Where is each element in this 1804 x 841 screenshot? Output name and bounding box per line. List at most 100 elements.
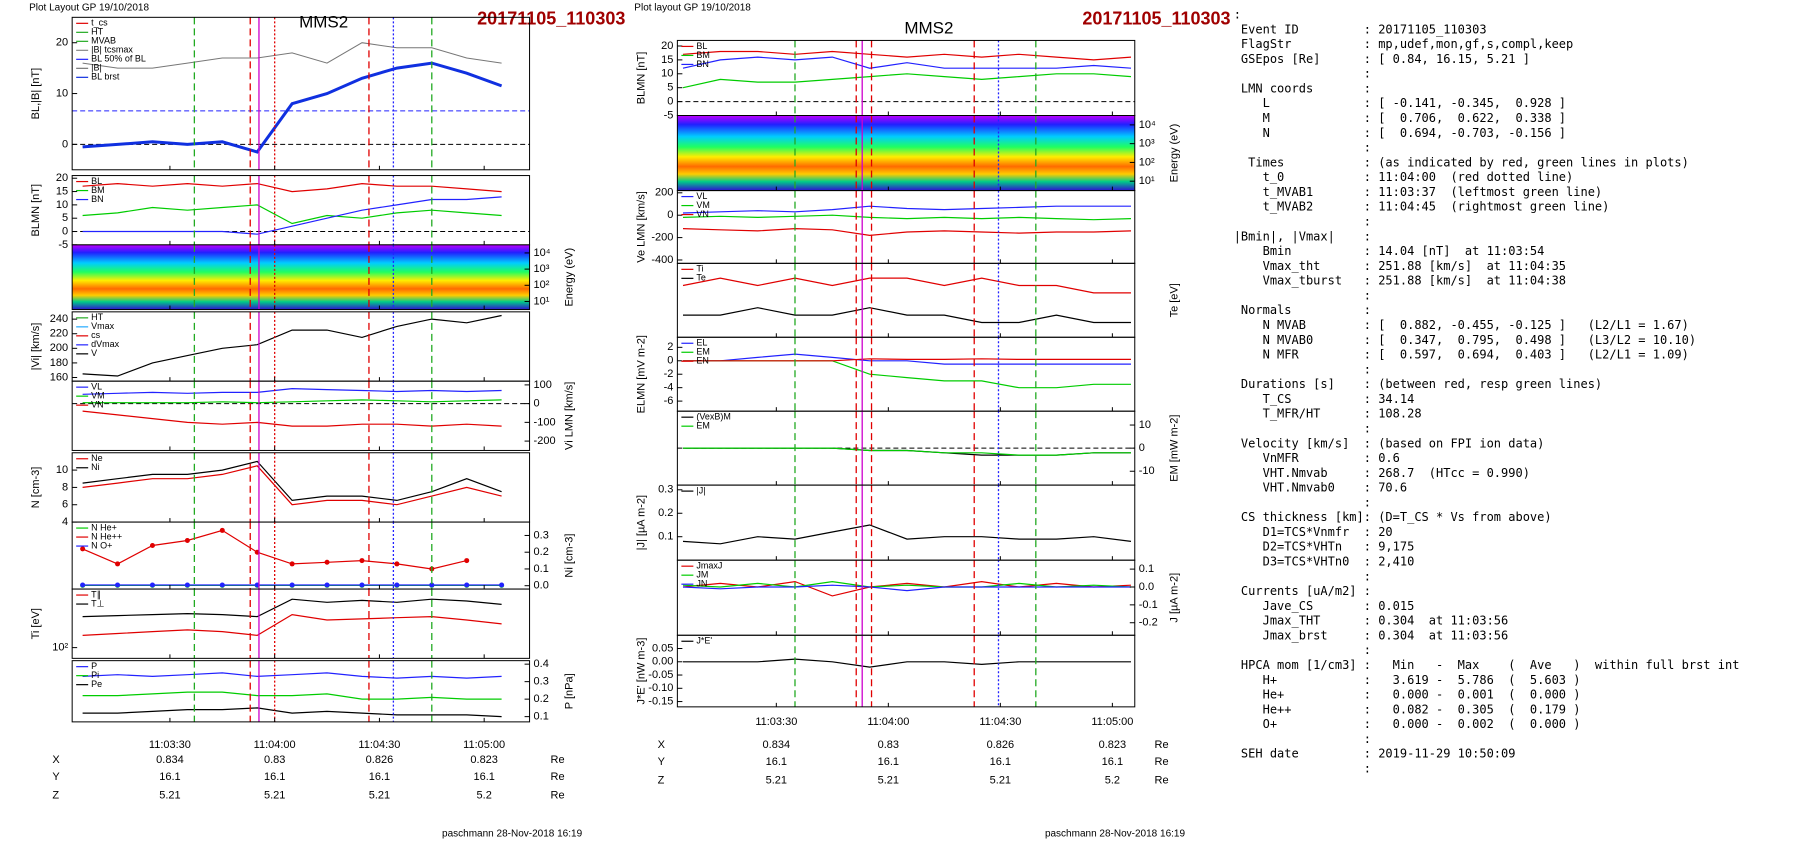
position-unit: Re <box>551 771 565 783</box>
report-line: N MFR : [ 0.597, 0.694, 0.403 ] (L2/L1 =… <box>1234 348 1689 362</box>
panel-frame <box>676 262 1136 338</box>
legend-label: VM <box>696 200 710 210</box>
position-value: 16.1 <box>264 771 285 783</box>
y-axis-label: N [cm-3] <box>30 467 42 509</box>
series-line <box>682 205 1131 214</box>
legend-label: Ni <box>91 462 100 472</box>
data-point <box>359 582 365 588</box>
position-value: 16.1 <box>766 756 787 768</box>
report-line: N : [ 0.694, -0.703, -0.156 ] <box>1234 126 1566 140</box>
y-tick-label: 220 <box>50 328 68 340</box>
legend-label: T⊥ <box>91 598 104 608</box>
y-tick-label: 10³ <box>534 263 550 275</box>
legend-label: EM <box>696 347 710 357</box>
report-line: : <box>1234 8 1241 22</box>
report-line: Jave_CS : 0.015 <box>1234 599 1415 613</box>
footer: paschmann 28-Nov-2018 16:19 <box>442 829 583 840</box>
y-tick-label: -5 <box>58 239 68 251</box>
legend-label: BN <box>696 59 709 69</box>
y-tick-label: 200 <box>50 342 68 354</box>
report-line: O+ : 0.000 - 0.002 ( 0.000 ) <box>1234 717 1581 731</box>
y-tick-label: 15 <box>56 185 68 197</box>
position-value: 16.1 <box>1102 756 1123 768</box>
y-tick-label: 0 <box>62 225 68 237</box>
position-label: Y <box>52 771 60 783</box>
position-value: 16.1 <box>369 771 390 783</box>
y-tick-label: 0.1 <box>658 531 673 543</box>
y-tick-label: 0 <box>62 138 68 150</box>
position-unit: Re <box>1155 739 1169 751</box>
data-point <box>115 582 121 588</box>
position-value: 16.1 <box>990 756 1011 768</box>
panel-frame <box>71 175 531 246</box>
legend-label: BL brst <box>91 72 120 82</box>
report-line: T_CS : 34.14 <box>1234 392 1415 406</box>
y-axis-label: BLMN [nT] <box>635 52 647 105</box>
report-line: He++ : 0.082 - 0.305 ( 0.179 ) <box>1234 702 1581 716</box>
report-line: GSEpos [Re] : [ 0.84, 16.15, 5.21 ] <box>1234 52 1530 66</box>
data-point <box>464 582 470 588</box>
y-tick-label: -0.15 <box>648 695 673 707</box>
data-point <box>464 558 470 564</box>
y-tick-label: 0 <box>1139 442 1145 454</box>
y-axis-label: |J| [µA m-2] <box>635 495 647 550</box>
position-value: 5.21 <box>369 790 390 802</box>
y-tick-label: 8 <box>62 481 68 493</box>
y-axis-label: Ni [cm-3] <box>563 534 575 578</box>
legend-label: VL <box>696 191 707 201</box>
report-line: D2=TCS*VHTn : 9,175 <box>1234 540 1415 554</box>
y-tick-label: 160 <box>50 371 68 383</box>
panel-frame <box>676 634 1136 708</box>
report-line: Times : (as indicated by red, green line… <box>1234 155 1689 169</box>
legend-label: V <box>91 348 97 358</box>
data-point <box>149 543 155 549</box>
legend-label: Te <box>696 273 706 283</box>
y-tick-label: -5 <box>664 109 674 121</box>
report-line: LMN coords : <box>1234 81 1371 95</box>
y-tick-label: 10¹ <box>1139 175 1155 187</box>
y-tick-label: 0.1 <box>1139 563 1154 575</box>
series-line <box>682 73 1132 89</box>
y-axis-label: Energy (eV) <box>563 248 575 307</box>
y-tick-label: 0 <box>667 209 673 221</box>
y-tick-label: 0 <box>534 398 540 410</box>
y-tick-label: 10² <box>534 279 550 291</box>
y-tick-label: -2 <box>664 368 674 380</box>
data-point <box>324 559 330 565</box>
layout-label: Plot layout GP 19/10/2018 <box>634 3 751 14</box>
legend-label: |J| <box>696 485 705 495</box>
panel-frame <box>71 16 531 171</box>
data-point <box>289 582 295 588</box>
y-tick-label: 10² <box>1139 156 1155 168</box>
y-tick-label: 180 <box>50 357 68 369</box>
y-tick-label: 2 <box>667 341 673 353</box>
report-line: HPCA mom [1/cm3] : Min - Max ( Ave ) wit… <box>1234 658 1740 672</box>
series-line <box>82 613 502 637</box>
position-value: 5.21 <box>766 775 787 787</box>
data-point <box>184 537 190 543</box>
panel-frame <box>676 190 1136 264</box>
report-line: : <box>1234 421 1371 435</box>
data-point <box>289 561 295 567</box>
position-value: 0.823 <box>1099 739 1127 751</box>
legend-label: Pe <box>91 679 102 689</box>
probe-title: MMS2 <box>904 18 953 37</box>
series-line <box>82 42 502 69</box>
panel-frame <box>71 452 531 523</box>
series-line <box>82 399 502 404</box>
series-line <box>682 227 1132 237</box>
position-value: 5.21 <box>878 775 899 787</box>
legend-label: N He++ <box>91 531 122 541</box>
y-axis-label: Energy (eV) <box>1169 124 1181 183</box>
position-value: 0.826 <box>366 754 394 766</box>
y-tick-label: 100 <box>534 379 552 391</box>
report-line: |Bmin|, |Vmax| : <box>1234 229 1371 243</box>
report-line: Currents [uA/m2] : <box>1234 584 1371 598</box>
report-line: Velocity [km/s] : (based on FPI ion data… <box>1234 436 1545 450</box>
legend-label: MVAB <box>91 36 116 46</box>
y-tick-label: 240 <box>50 313 68 325</box>
report-line: Vmax_tburst : 251.88 [km/s] at 11:04:38 <box>1234 274 1566 288</box>
legend-label: |B| <box>91 63 102 73</box>
legend-label: HT <box>91 27 103 37</box>
